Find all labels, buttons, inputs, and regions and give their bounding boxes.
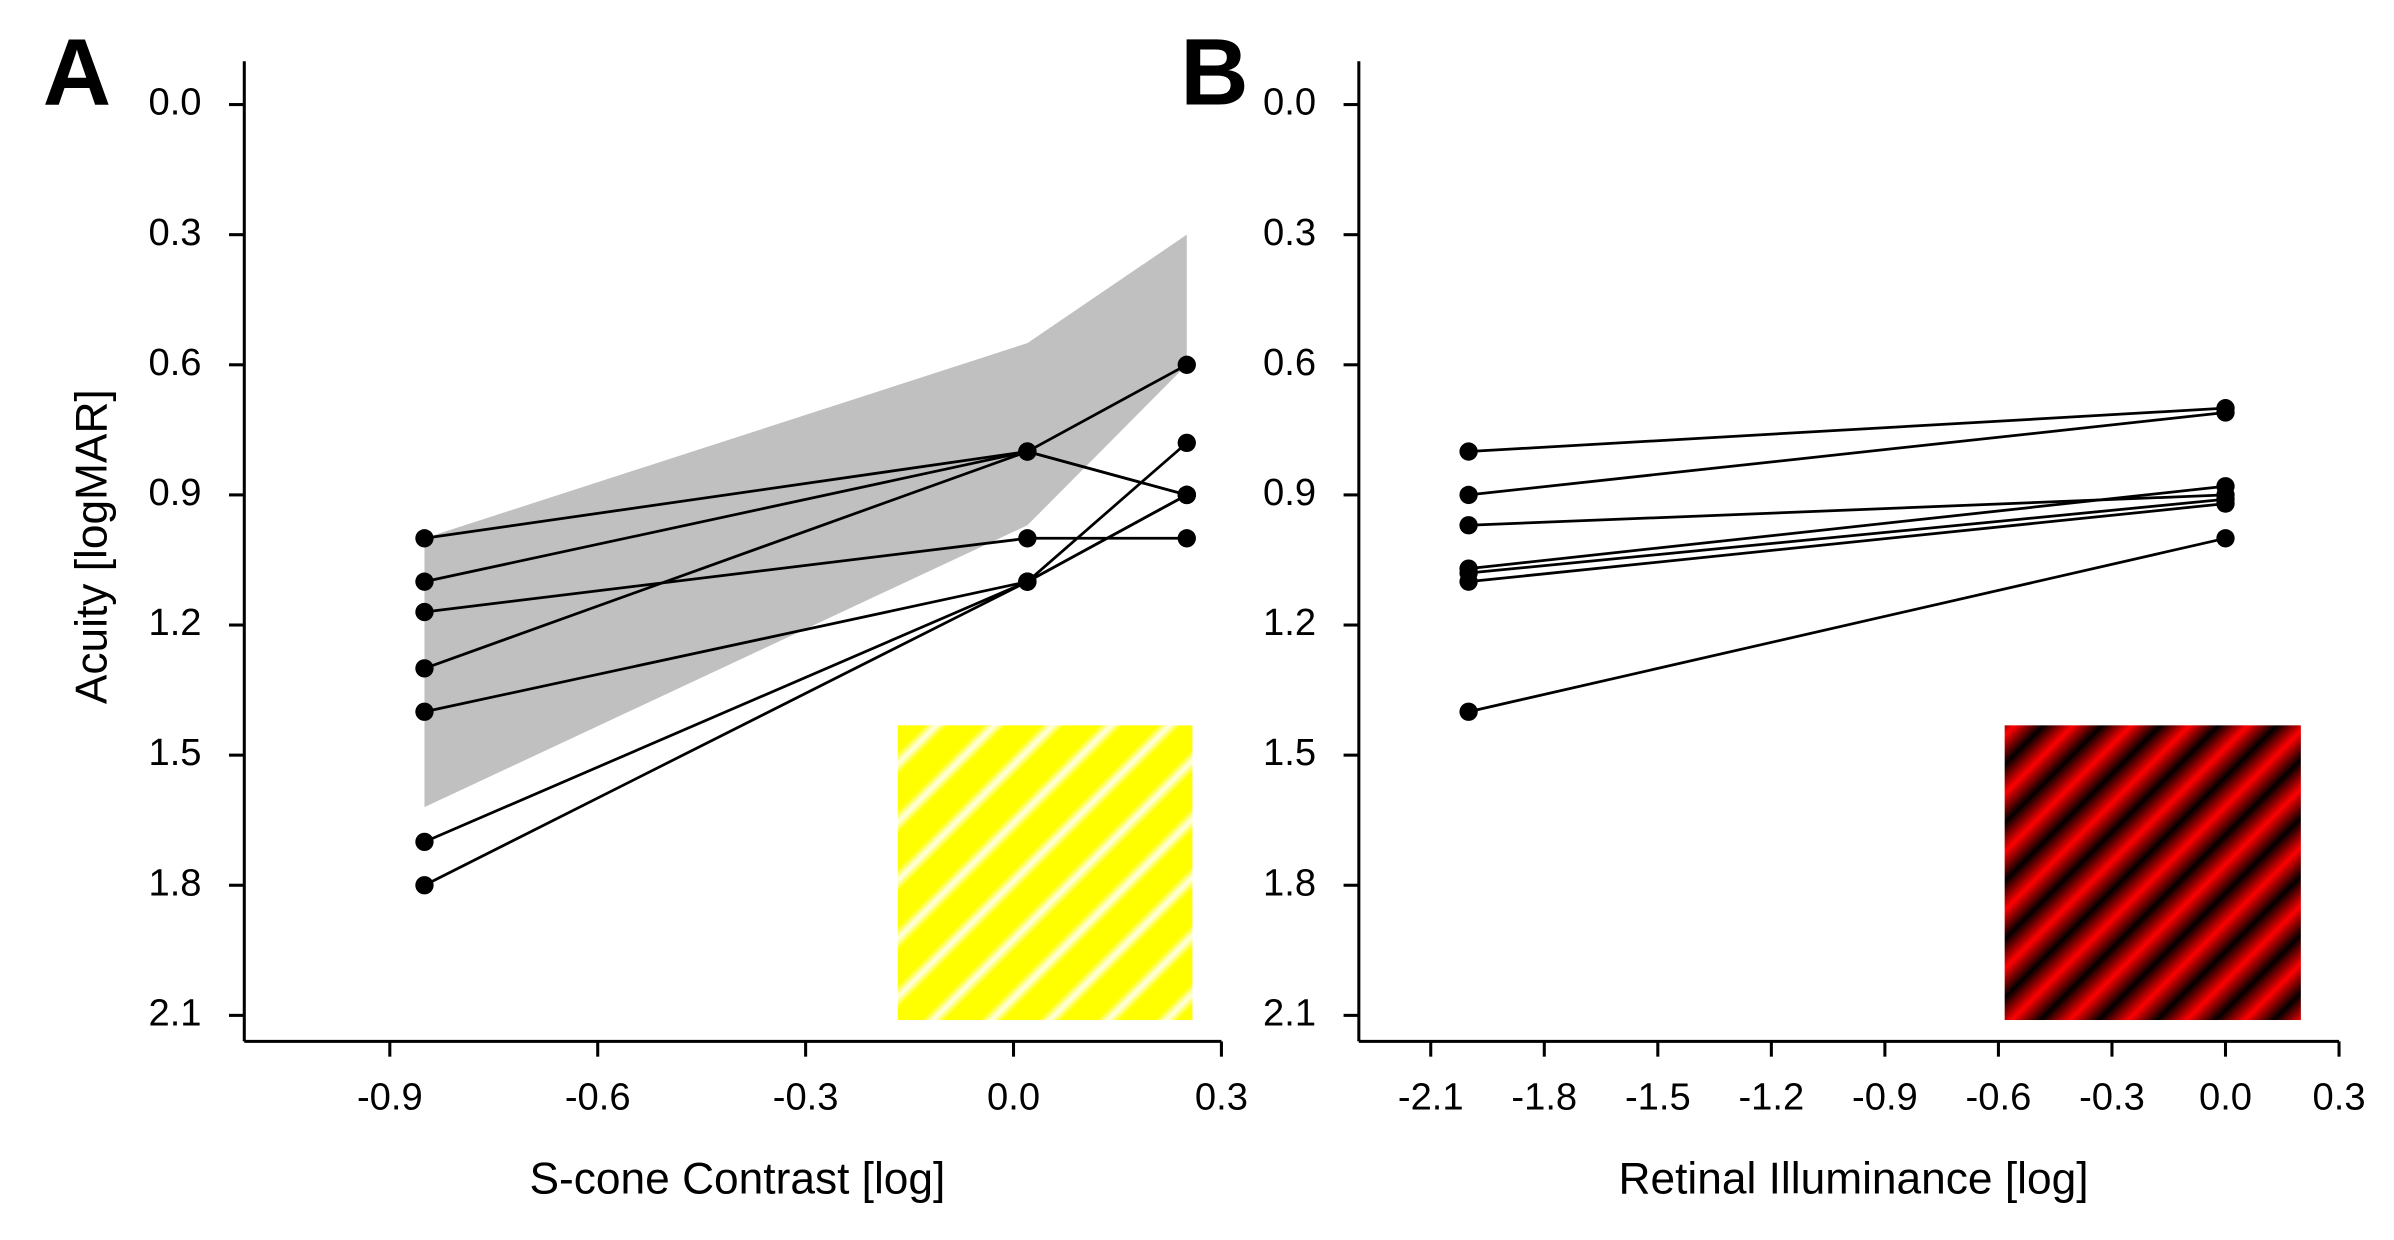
data-point (1459, 442, 1478, 461)
y-tick-label: 0.9 (1263, 471, 1316, 514)
data-point (1459, 572, 1478, 591)
y-tick-label: 1.8 (148, 861, 201, 904)
y-tick-label: 1.5 (1263, 731, 1316, 774)
data-point (2216, 477, 2235, 496)
data-point (1459, 516, 1478, 535)
y-tick-label: 2.1 (1263, 991, 1316, 1034)
x-tick-label: -2.1 (1398, 1075, 1464, 1118)
data-point (415, 659, 434, 678)
x-tick-label: -0.6 (565, 1075, 631, 1118)
x-tick-label: -1.2 (1738, 1075, 1804, 1118)
x-axis-label: Retinal Illuminance [log] (1619, 1155, 2089, 1204)
x-tick-label: -0.3 (773, 1075, 839, 1118)
data-point (2216, 529, 2235, 548)
data-point (2216, 494, 2235, 513)
data-point (1177, 355, 1196, 374)
panel-label: B (1180, 20, 1248, 126)
subject-line (1468, 502, 2226, 584)
subject-line (1468, 497, 2226, 575)
data-point (415, 602, 434, 622)
x-tick-label: 0.3 (1195, 1075, 1248, 1118)
range-band (424, 234, 1187, 808)
x-tick-label: 0.0 (987, 1075, 1040, 1118)
x-tick-label: -0.6 (1966, 1075, 2032, 1118)
panel-label: A (43, 20, 111, 126)
data-point (1459, 485, 1478, 505)
y-tick-label: 0.3 (1263, 211, 1316, 254)
data-point (415, 876, 434, 895)
y-tick-label: 0.6 (148, 341, 201, 384)
x-tick-label: -1.5 (1625, 1075, 1691, 1118)
data-point (1177, 485, 1196, 505)
y-tick-label: 1.8 (1263, 861, 1316, 904)
grating-yellow (897, 725, 1193, 1021)
data-point (1459, 702, 1478, 721)
x-tick-label: 0.0 (2199, 1075, 2252, 1118)
y-tick-label: 0.9 (148, 471, 201, 514)
subject-line (1468, 406, 2226, 453)
y-tick-label: 1.5 (148, 731, 201, 774)
y-tick-label: 0.0 (1263, 81, 1316, 124)
data-point (1018, 442, 1037, 461)
y-tick-label: 0.6 (1263, 341, 1316, 384)
y-tick-label: 0.0 (148, 81, 201, 124)
data-point (1177, 433, 1196, 453)
y-tick-label: 2.1 (148, 991, 201, 1034)
x-tick-label: -0.3 (2079, 1075, 2145, 1118)
x-axis-label: S-cone Contrast [log] (530, 1155, 946, 1204)
subject-line (1468, 484, 2226, 571)
x-tick-label: -0.9 (1852, 1075, 1918, 1118)
grating-red (2004, 725, 2301, 1021)
data-point (415, 832, 434, 852)
subject-line (1468, 536, 2226, 714)
subject-line (1468, 411, 2226, 497)
data-point (1177, 529, 1196, 548)
data-point (1018, 529, 1037, 548)
x-tick-label: 0.3 (2313, 1075, 2366, 1118)
y-tick-label: 1.2 (148, 601, 201, 644)
data-point (1018, 572, 1037, 591)
data-point (415, 702, 434, 721)
x-tick-label: -0.9 (357, 1075, 423, 1118)
x-tick-label: -1.8 (1511, 1075, 1577, 1118)
y-tick-label: 0.3 (148, 211, 201, 254)
y-tick-label: 1.2 (1263, 601, 1316, 644)
data-point (415, 572, 434, 591)
data-point (415, 529, 434, 548)
y-axis-label: Acuity [logMAR] (67, 389, 116, 704)
data-point (2216, 403, 2235, 422)
